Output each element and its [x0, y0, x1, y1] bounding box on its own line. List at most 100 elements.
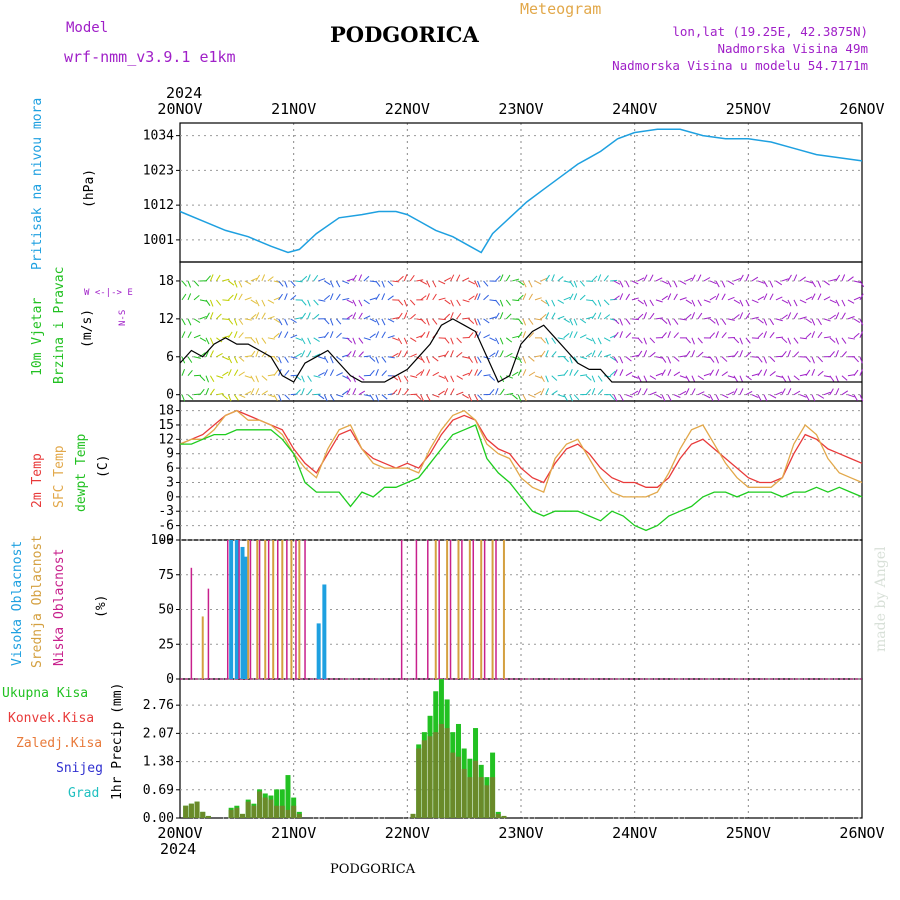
wind-barb: [410, 375, 418, 378]
wind-barb: [369, 297, 377, 301]
wind-barb: [661, 318, 668, 324]
wind-barb: [643, 274, 648, 282]
wind-barb: [273, 369, 279, 377]
wind-barb: [597, 350, 603, 358]
wind-barb: [534, 280, 542, 285]
time-label-top: 26NOV: [839, 100, 884, 118]
cloud-low-bar: [427, 540, 429, 679]
wind-barb: [346, 375, 352, 382]
precip-convective-bar: [433, 732, 439, 818]
wind-barb: [181, 318, 186, 326]
wind-barb: [534, 297, 542, 301]
wind-barb: [381, 318, 386, 326]
wind-barb: [591, 337, 596, 345]
wind-barb: [462, 372, 470, 377]
time-label-bottom: 22NOV: [385, 824, 430, 842]
wind-barb: [697, 351, 704, 358]
y-tick-label: 1001: [143, 233, 174, 248]
wind-barb: [307, 299, 311, 307]
wind-barb: [222, 299, 230, 301]
wind-barb: [619, 318, 623, 326]
cloud-low-bar: [286, 540, 288, 679]
precip-convective-bar: [205, 815, 211, 818]
wind-barb: [295, 337, 303, 341]
wind-barb: [477, 394, 483, 401]
wind-barb: [619, 369, 624, 376]
wind-barb: [540, 375, 545, 383]
wind-barb: [489, 352, 496, 358]
precip-convective-bar: [438, 723, 444, 818]
cloud-low-bar: [277, 540, 279, 679]
page-title: PODGORICA: [330, 22, 479, 47]
wind-barb: [709, 356, 715, 363]
wind-barb: [745, 312, 751, 320]
wind-barb: [811, 331, 815, 339]
wind-barb: [649, 274, 654, 282]
wind-barb: [506, 392, 514, 396]
wind-barb: [661, 280, 669, 285]
wind-barb: [318, 356, 326, 360]
wind-barb: [410, 337, 417, 343]
y-tick-label: 0: [166, 672, 174, 687]
wind-barb: [763, 394, 768, 402]
time-label-bottom: 25NOV: [726, 824, 771, 842]
wind-barb: [397, 350, 402, 357]
wind-barb: [739, 274, 744, 282]
wind-barb: [506, 375, 514, 379]
wind-barb: [512, 335, 520, 339]
year-label-bottom: 2024: [160, 840, 197, 858]
wind-barb: [528, 332, 535, 339]
wind-barb: [751, 276, 759, 282]
wind-barb: [352, 274, 357, 282]
wind-barb: [358, 337, 364, 344]
model-name: wrf-nmm_v3.9.1 e1km: [64, 48, 236, 66]
wind-barb: [381, 394, 388, 400]
wind-barb: [318, 372, 325, 377]
wind-barb: [346, 337, 353, 343]
wind-barb: [733, 375, 739, 382]
wind-barb: [835, 388, 840, 395]
precip-convective-bar: [416, 748, 422, 818]
wind-barb: [853, 394, 858, 401]
wind-barb: [313, 313, 320, 320]
wind-barb: [703, 277, 711, 282]
wind-barb: [745, 375, 752, 381]
wind-barb: [751, 316, 759, 320]
wind-barb: [721, 293, 726, 301]
wind-barb: [261, 274, 266, 282]
wind-barb: [610, 298, 618, 301]
wind-barb: [420, 331, 426, 339]
wind-barb: [835, 312, 840, 320]
wind-barb: [787, 350, 791, 357]
wind-barb: [267, 394, 275, 398]
wind-barb: [318, 299, 326, 302]
wind-barb: [793, 299, 798, 307]
wind-barb: [591, 299, 597, 306]
wind-barb: [739, 337, 743, 345]
wind-barb: [522, 394, 527, 402]
y-tick-label: 15: [158, 418, 174, 433]
wind-barb: [847, 374, 855, 377]
wind-barb: [273, 332, 280, 339]
cloud-low-bar: [495, 540, 497, 679]
wind-barb: [387, 356, 395, 359]
wind-barb: [392, 280, 400, 283]
wind-barb: [438, 297, 446, 301]
precip-convective-bar: [200, 811, 206, 818]
wind-barb: [233, 356, 238, 364]
wind-barb: [679, 280, 687, 285]
wind-barb: [787, 299, 792, 307]
wind-barb: [375, 356, 379, 364]
wind-barb: [522, 331, 527, 338]
cloud-mid-bar: [256, 540, 259, 679]
wind-barb: [505, 337, 513, 343]
wind-barb: [625, 280, 630, 288]
wind-barb: [673, 332, 679, 339]
wind-barb: [817, 331, 823, 339]
cloud-low-bar: [415, 540, 418, 679]
legend-hail: Grad: [68, 786, 100, 801]
wind-barb: [432, 394, 440, 398]
wind-barb: [649, 337, 656, 344]
wind-barb: [329, 318, 334, 326]
wind-barb: [661, 394, 666, 402]
